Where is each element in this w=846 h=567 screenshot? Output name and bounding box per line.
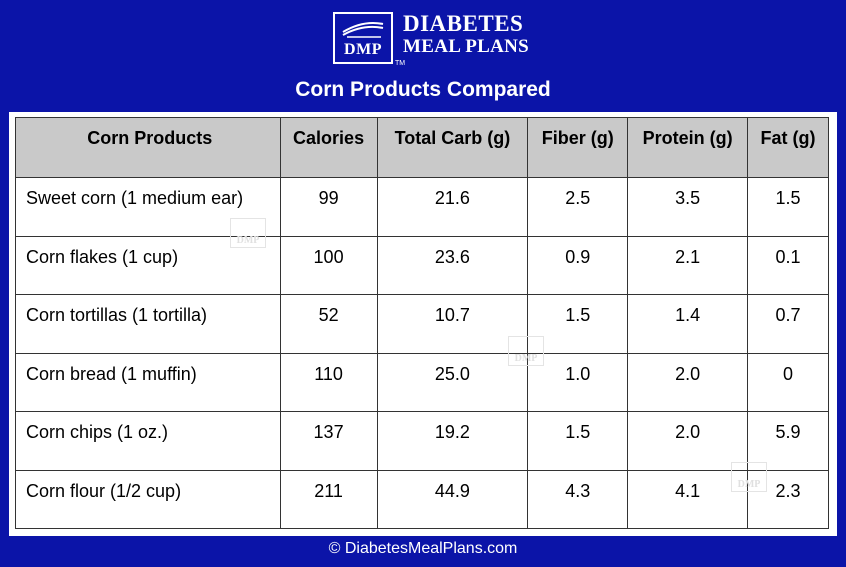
table-row: Corn tortillas (1 tortilla) 52 10.7 1.5 … (15, 294, 829, 354)
trademark-mark: TM (395, 60, 406, 67)
plate-swoosh-icon (342, 22, 384, 38)
fat-cell: 1.5 (747, 177, 829, 237)
table-header-row: Corn Products Calories Total Carb (g) Fi… (15, 117, 829, 178)
watermark-label: DMP (514, 353, 538, 364)
brand-line-2: MEAL PLANS (403, 36, 529, 57)
fat-cell: 0.1 (747, 235, 829, 295)
copyright-footer: © DiabetesMealPlans.com (328, 540, 518, 557)
table-row: Corn bread (1 muffin) 110 25.0 1.0 2.0 0 (15, 352, 829, 412)
product-name-cell: Corn flour (1/2 cup) (15, 469, 281, 529)
brand-line-1: DIABETES (403, 11, 524, 36)
column-header-product: Corn Products (15, 117, 281, 178)
watermark-logo-icon: DMP (731, 462, 767, 492)
fiber-cell: 1.0 (527, 352, 629, 412)
product-name-cell: Corn tortillas (1 tortilla) (15, 294, 281, 354)
column-header-total-carb: Total Carb (g) (376, 117, 529, 178)
protein-cell: 1.4 (627, 294, 749, 354)
fat-cell: 0 (747, 352, 829, 412)
calories-cell: 99 (279, 177, 378, 237)
brand-logo: DMP TM DIABETES MEAL PLANS (333, 12, 529, 67)
calories-cell: 52 (279, 294, 378, 354)
calories-cell: 137 (279, 411, 378, 471)
total-carb-cell: 44.9 (376, 469, 529, 529)
watermark-logo-icon: DMP (508, 336, 544, 366)
table-frame: Corn Products Calories Total Carb (g) Fi… (9, 112, 837, 536)
protein-cell: 3.5 (627, 177, 749, 237)
fiber-cell: 2.5 (527, 177, 629, 237)
page-title: Corn Products Compared (295, 78, 551, 101)
total-carb-cell: 23.6 (376, 235, 529, 295)
column-header-fiber: Fiber (g) (527, 117, 629, 178)
fiber-cell: 0.9 (527, 235, 629, 295)
table-row: Sweet corn (1 medium ear) 99 21.6 2.5 3.… (15, 177, 829, 237)
fiber-cell: 1.5 (527, 411, 629, 471)
fat-cell: 0.7 (747, 294, 829, 354)
calories-cell: 211 (279, 469, 378, 529)
table-row: Corn flakes (1 cup) 100 23.6 0.9 2.1 0.1 (15, 235, 829, 295)
column-header-protein: Protein (g) (627, 117, 749, 178)
product-name-cell: Corn flakes (1 cup) (15, 235, 281, 295)
column-header-fat: Fat (g) (747, 117, 829, 178)
column-header-calories: Calories (279, 117, 378, 178)
watermark-logo-icon: DMP (230, 218, 266, 248)
fiber-cell: 4.3 (527, 469, 629, 529)
watermark-label: DMP (236, 235, 260, 246)
total-carb-cell: 10.7 (376, 294, 529, 354)
brand-name: DIABETES MEAL PLANS (403, 12, 529, 58)
protein-cell: 2.0 (627, 411, 749, 471)
product-name-cell: Corn bread (1 muffin) (15, 352, 281, 412)
fat-cell: 2.3 (747, 469, 829, 529)
calories-cell: 100 (279, 235, 378, 295)
fat-cell: 5.9 (747, 411, 829, 471)
protein-cell: 2.1 (627, 235, 749, 295)
product-name-cell: Sweet corn (1 medium ear) (15, 177, 281, 237)
protein-cell: 2.0 (627, 352, 749, 412)
nutrition-table: Corn Products Calories Total Carb (g) Fi… (15, 117, 829, 529)
total-carb-cell: 21.6 (376, 177, 529, 237)
table-row: Corn flour (1/2 cup) 211 44.9 4.3 4.1 2.… (15, 469, 829, 529)
table-row: Corn chips (1 oz.) 137 19.2 1.5 2.0 5.9 (15, 411, 829, 471)
logo-abbreviation: DMP (344, 41, 382, 58)
watermark-label: DMP (737, 479, 761, 490)
protein-cell: 4.1 (627, 469, 749, 529)
total-carb-cell: 19.2 (376, 411, 529, 471)
calories-cell: 110 (279, 352, 378, 412)
product-name-cell: Corn chips (1 oz.) (15, 411, 281, 471)
total-carb-cell: 25.0 (376, 352, 529, 412)
dmp-logo-icon: DMP TM (333, 12, 405, 67)
